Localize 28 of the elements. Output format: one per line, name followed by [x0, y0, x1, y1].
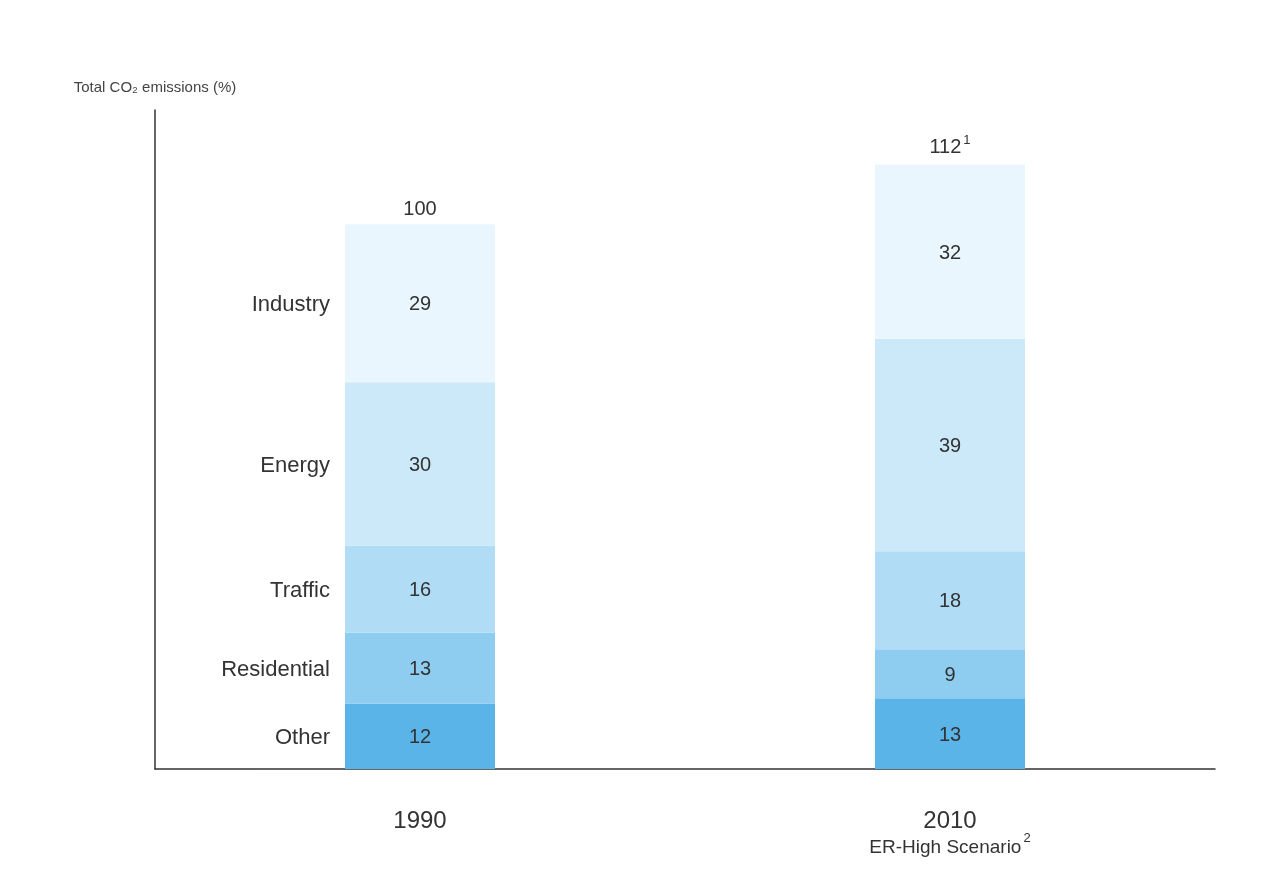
bar: [875, 698, 1025, 769]
data-label: 29: [408, 292, 432, 315]
x-tick-label: 1990: [393, 805, 447, 833]
bar: [875, 551, 1025, 650]
series-label: Traffic: [270, 576, 330, 602]
series-label: Industry: [251, 290, 330, 316]
series-label: Energy: [260, 451, 330, 477]
data-label: 16: [408, 578, 432, 601]
bar: [875, 338, 1025, 552]
data-label: 13: [408, 657, 432, 680]
data-label: 12: [408, 725, 432, 748]
bar: [345, 224, 495, 383]
bar: [875, 649, 1025, 699]
data-label: 9: [944, 662, 956, 685]
data-label: 13: [938, 722, 962, 745]
bar: [875, 164, 1025, 339]
series-label: Residential: [221, 655, 330, 681]
data-label: 32: [938, 240, 962, 263]
series-label: Other: [274, 723, 330, 749]
bar: [345, 632, 495, 704]
y-axis-title: Total CO₂ emissions (%): [73, 78, 237, 95]
data-label: 39: [938, 433, 962, 456]
bar: [345, 382, 495, 546]
bar: [345, 703, 495, 769]
data-label: 18: [938, 589, 962, 612]
data-label: 30: [408, 453, 432, 476]
total-label: 100: [403, 197, 437, 220]
bar: [345, 545, 495, 633]
